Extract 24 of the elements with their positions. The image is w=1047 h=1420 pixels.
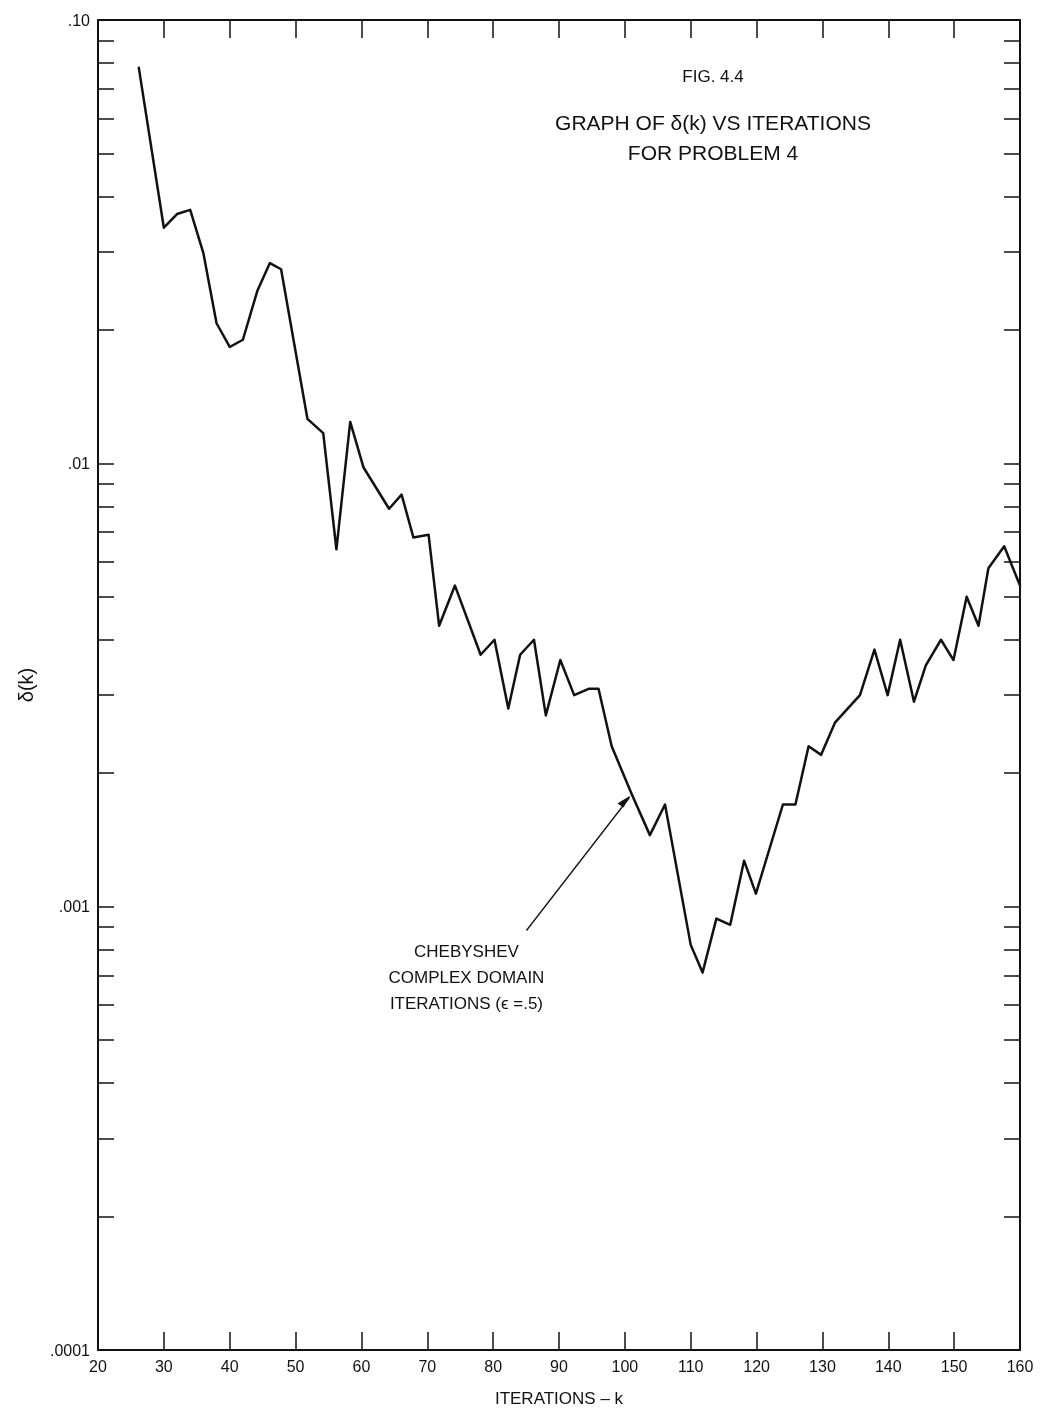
x-tick-label: 30 <box>154 1357 173 1375</box>
text: FIG. 4.4 <box>682 67 744 86</box>
x-tick-label: 20 <box>89 1357 107 1375</box>
y-tick-label: .10 <box>67 11 91 29</box>
y-tick-label: .0001 <box>49 1341 91 1359</box>
x-tick-label: 90 <box>550 1357 568 1375</box>
x-tick-label: 110 <box>677 1357 704 1375</box>
annotation: CHEBYSHEV COMPLEX DOMAIN ITERATIONS (ϵ =.5) <box>388 942 545 1013</box>
x-tick-label: 150 <box>940 1357 968 1375</box>
x-tick-label: 100 <box>611 1357 639 1375</box>
x-tick-label: 40 <box>220 1357 239 1375</box>
x-axis-title: ITERATIONS – k <box>494 1389 624 1408</box>
x-tick-label: 130 <box>809 1357 836 1375</box>
y-tick-label: .001 <box>58 898 91 916</box>
x-tick-label: 50 <box>286 1357 305 1375</box>
x-tick-label: 140 <box>874 1357 902 1375</box>
x-tick-label: 60 <box>352 1357 371 1375</box>
x-tick-label: 160 <box>1006 1357 1034 1375</box>
x-tick-label: 70 <box>418 1357 437 1375</box>
y-tick-label: .01 <box>67 454 91 472</box>
y-axis-title: δ(k) <box>15 667 37 703</box>
text: GRAPH OF δ(k) VS ITERATIONS FOR PROBLEM 4 <box>555 110 871 164</box>
x-tick-label: 80 <box>484 1357 503 1375</box>
x-tick-label: 120 <box>743 1357 771 1375</box>
